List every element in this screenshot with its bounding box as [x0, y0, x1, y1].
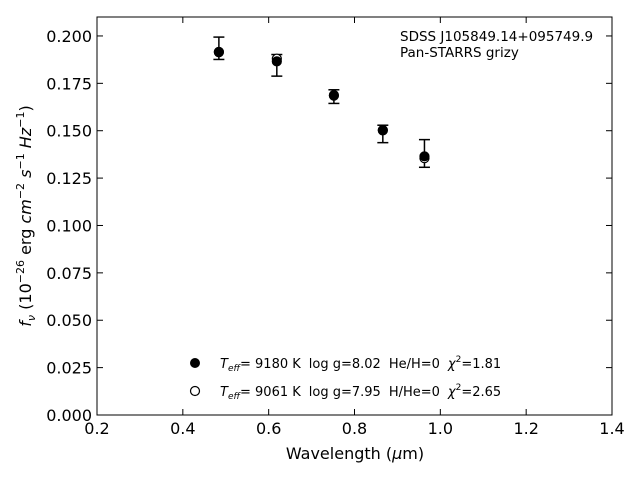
model-point-filled	[328, 90, 339, 101]
y-axis-label: fν (10−26 erg cm−2 s−1 Hz−1)	[14, 105, 38, 326]
y-tick-label: 0.200	[46, 27, 92, 46]
legend-marker-filled	[190, 358, 200, 368]
model-point-filled	[377, 125, 388, 136]
y-tick-label: 0.150	[46, 122, 92, 141]
x-tick-label: 0.2	[84, 419, 109, 438]
marks-layer	[213, 36, 430, 169]
model-point-filled	[271, 56, 282, 67]
x-tick-label: 0.4	[170, 419, 195, 438]
y-tick-label: 0.125	[46, 169, 92, 188]
x-tick-label: 1.2	[513, 419, 538, 438]
model-point-filled	[213, 47, 224, 58]
object-name-annotation: SDSS J105849.14+095749.9	[400, 29, 593, 45]
model-point-filled	[419, 151, 430, 162]
y-tick-label: 0.050	[46, 311, 92, 330]
y-tick-label: 0.175	[46, 74, 92, 93]
ticks-layer: 0.2 0.4 0.6 0.8 1.0 1.2 1.4 0.000 0.025 0.050 0.07…	[46, 17, 625, 438]
survey-annotation: Pan-STARRS grizy	[400, 45, 519, 61]
plot-frame	[96, 16, 613, 416]
y-tick-label: 0.075	[46, 264, 92, 283]
x-tick-label: 1.0	[428, 419, 453, 438]
y-tick-label: 0.000	[46, 406, 92, 425]
x-tick-label: 0.6	[256, 419, 281, 438]
x-axis-label: Wavelength (μm)	[286, 444, 424, 463]
y-tick-label: 0.100	[46, 216, 92, 235]
legend-marker-open	[189, 385, 201, 397]
y-tick-label: 0.025	[46, 359, 92, 378]
x-tick-label: 1.4	[599, 419, 624, 438]
x-tick-label: 0.8	[342, 419, 367, 438]
